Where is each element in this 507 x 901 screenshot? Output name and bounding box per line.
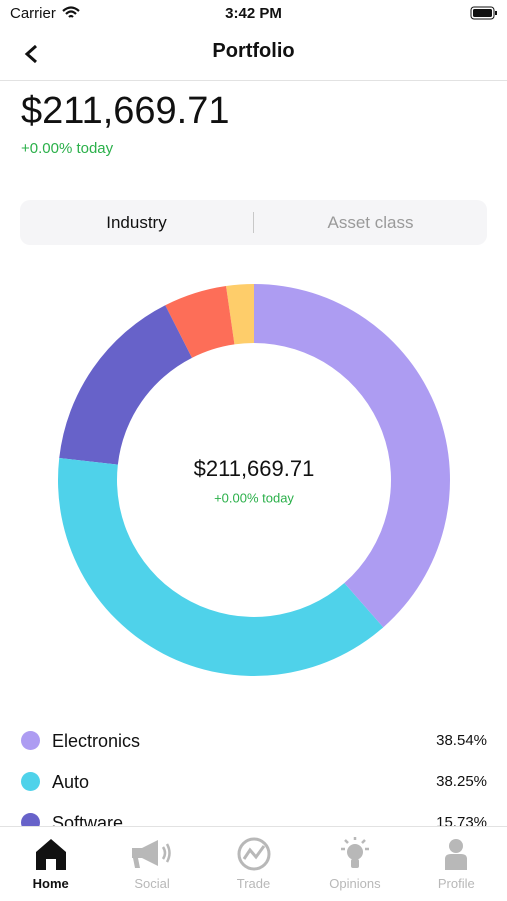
nav-bar: Portfolio <box>0 28 507 81</box>
legend-value: 38.54% <box>436 732 487 749</box>
donut-segment <box>165 286 235 358</box>
legend-value: 38.25% <box>436 773 487 790</box>
status-bar: Carrier 3:42 PM <box>0 0 507 28</box>
legend-label: Electronics <box>52 731 141 751</box>
legend-row: Electronics 38.54% <box>0 720 507 761</box>
center-change: +0.00% today <box>214 490 294 505</box>
legend-row: Auto 38.25% <box>0 761 507 802</box>
legend-row: Software 15.73% <box>0 802 507 826</box>
legend-label: Software <box>52 813 124 826</box>
tab[interactable]: Profile <box>406 827 507 901</box>
home-icon <box>35 839 66 870</box>
carrier: Carrier <box>10 5 56 22</box>
clock: 3:42 PM <box>225 5 282 22</box>
legend-label: Auto <box>52 772 90 792</box>
opinions-icon <box>340 837 369 868</box>
tab-label: Social <box>134 876 170 891</box>
tab[interactable]: Trade <box>203 827 304 901</box>
tab-bar: Home Social Trade Opinions Profile <box>0 826 507 901</box>
segmented-control: Industry Asset class <box>20 200 487 245</box>
divider <box>253 212 254 233</box>
tab-label: Home <box>32 876 69 891</box>
segment[interactable]: Industry <box>106 213 167 232</box>
tab[interactable]: Opinions <box>304 827 405 901</box>
tab-label: Trade <box>236 876 271 891</box>
donut-segment <box>59 305 192 465</box>
legend: Electronics 38.54% Auto 38.25% Software 15.73… <box>0 720 507 826</box>
donut-chart: $211,669.71 +0.00% today <box>57 284 451 676</box>
tab[interactable]: Social <box>101 827 202 901</box>
legend-swatch <box>21 731 40 750</box>
donut-segment <box>226 284 254 345</box>
donut-segment <box>254 284 451 628</box>
tab-label: Opinions <box>329 876 381 891</box>
legend-swatch <box>21 813 40 826</box>
back-button[interactable] <box>22 43 42 65</box>
portfolio-value: $211,669.71 <box>21 90 230 132</box>
profile-icon <box>445 839 468 870</box>
trade-icon <box>237 837 271 871</box>
portfolio-change: +0.00% today <box>21 140 114 157</box>
tab[interactable]: Home <box>0 827 101 901</box>
segment[interactable]: Asset class <box>327 213 414 232</box>
battery-icon <box>470 6 497 20</box>
social-icon <box>132 840 171 868</box>
legend-swatch <box>21 772 40 791</box>
legend-value: 15.73% <box>436 814 487 826</box>
center-value: $211,669.71 <box>194 456 315 481</box>
tab-label: Profile <box>437 876 475 891</box>
wifi-icon <box>62 6 80 18</box>
nav-title: Portfolio <box>212 40 295 62</box>
donut-segment <box>57 458 384 676</box>
